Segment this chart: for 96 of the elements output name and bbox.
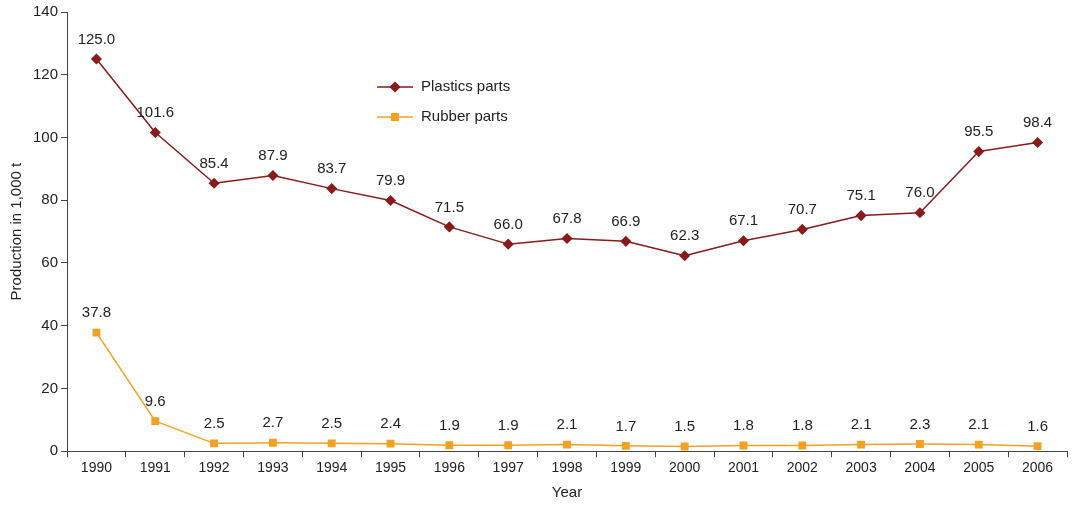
x-tick-label: 2002 <box>786 459 819 476</box>
data-label: 2.1 <box>556 415 578 433</box>
data-label: 95.5 <box>964 122 994 140</box>
point <box>916 440 924 448</box>
data-label: 101.6 <box>136 103 175 121</box>
data-label: 66.0 <box>493 214 523 232</box>
data-label: 70.7 <box>787 200 817 218</box>
point <box>150 127 161 138</box>
data-label: 87.9 <box>258 146 288 164</box>
point <box>974 440 983 449</box>
data-label: 1.8 <box>791 416 813 434</box>
point <box>1032 137 1043 148</box>
y-tick-label: 140 <box>33 2 59 20</box>
data-label: 71.5 <box>434 197 464 215</box>
point <box>210 439 219 448</box>
x-tick-label: 2000 <box>669 459 701 476</box>
legend-label: Rubber parts <box>421 107 508 125</box>
x-tick-label: 1990 <box>80 459 113 476</box>
point <box>91 53 102 65</box>
point <box>621 441 630 450</box>
data-label: 1.9 <box>497 415 519 433</box>
x-tick-label: 1999 <box>610 459 642 476</box>
x-axis-title: Year <box>551 483 583 501</box>
data-label: 1.9 <box>438 415 460 433</box>
point <box>973 146 985 157</box>
point <box>561 233 573 244</box>
data-label: 1.5 <box>674 417 696 435</box>
data-label: 2.1 <box>968 415 990 433</box>
point <box>563 440 571 449</box>
data-label: 37.8 <box>81 303 112 321</box>
x-tick-label: 2006 <box>1022 459 1054 476</box>
x-tick-label: 2003 <box>845 459 877 476</box>
point <box>797 224 808 235</box>
point <box>502 238 514 250</box>
data-label: 1.8 <box>733 416 754 434</box>
data-label: 1.7 <box>615 416 637 434</box>
data-label: 98.4 <box>1022 113 1053 131</box>
point <box>855 210 867 221</box>
y-tick-label: 100 <box>33 127 59 145</box>
point <box>326 183 337 194</box>
y-tick-label: 40 <box>41 315 59 333</box>
y-tick-label: 60 <box>41 253 59 271</box>
data-label: 1.6 <box>1027 416 1049 434</box>
data-label: 67.8 <box>552 209 582 227</box>
x-tick-label: 1997 <box>492 459 524 476</box>
data-label: 2.7 <box>262 413 284 431</box>
point <box>444 221 455 233</box>
point <box>385 195 396 206</box>
point <box>857 440 866 449</box>
x-tick-label: 1993 <box>257 459 289 476</box>
point <box>445 441 454 450</box>
point <box>386 439 395 448</box>
x-tick-label: 1998 <box>551 459 583 476</box>
data-label: 62.3 <box>670 226 700 244</box>
x-tick-label: 1991 <box>139 459 172 476</box>
data-label: 2.5 <box>321 414 343 431</box>
data-label: 67.1 <box>728 211 759 229</box>
x-tick-label: 2005 <box>963 459 995 476</box>
y-tick-label: 80 <box>41 190 59 208</box>
point <box>208 178 220 189</box>
point <box>798 441 807 450</box>
point <box>327 439 336 448</box>
y-tick-label: 20 <box>41 378 59 396</box>
x-tick-label: 1994 <box>316 459 348 476</box>
point <box>738 235 749 246</box>
x-tick-label: 2004 <box>904 459 936 476</box>
y-tick-label: 0 <box>49 441 59 459</box>
point <box>914 207 926 219</box>
data-label: 2.4 <box>380 414 401 432</box>
data-label: 75.1 <box>846 186 876 204</box>
y-tick-label: 120 <box>33 64 59 82</box>
data-label: 2.5 <box>203 414 225 431</box>
data-label: 85.4 <box>199 153 229 171</box>
data-label: 125.0 <box>77 29 116 47</box>
point <box>267 170 279 181</box>
data-label: 79.9 <box>375 171 406 189</box>
x-tick-label: 1992 <box>198 459 230 476</box>
point <box>1033 442 1042 451</box>
y-axis-title: Production in 1,000 t <box>7 161 25 301</box>
data-label: 83.7 <box>317 159 347 177</box>
point <box>680 442 689 451</box>
point <box>92 328 101 337</box>
data-label: 2.3 <box>909 414 931 432</box>
point <box>268 438 277 447</box>
point <box>504 441 513 450</box>
data-label: 9.6 <box>144 391 166 409</box>
x-tick-label: 1995 <box>374 459 407 476</box>
data-label: 76.0 <box>905 183 935 201</box>
x-tick-label: 2001 <box>727 459 760 476</box>
point <box>679 250 690 262</box>
data-label: 2.1 <box>850 415 872 433</box>
point <box>151 417 160 426</box>
legend-label: Plastics parts <box>421 77 511 95</box>
data-label: 66.9 <box>611 211 641 229</box>
x-tick-label: 1996 <box>433 459 466 476</box>
point <box>620 236 632 247</box>
